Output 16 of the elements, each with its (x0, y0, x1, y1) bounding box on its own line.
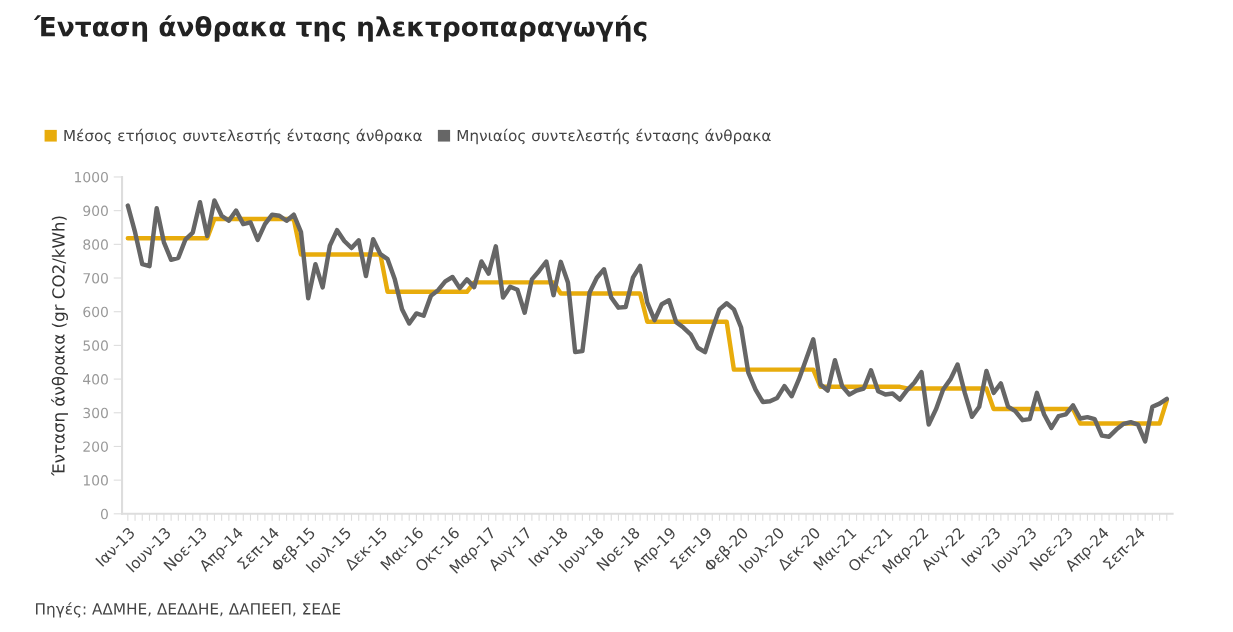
y-tick-label: 300 (83, 407, 108, 419)
chart-title: Ένταση άνθρακα της ηλεκτροπαραγωγής (33, 15, 647, 42)
y-tick-label: 1000 (75, 171, 108, 183)
y-tick-label: 400 (83, 374, 108, 385)
y-tick-label: 600 (83, 306, 108, 318)
y-tick-label: 900 (83, 205, 108, 217)
y-tick-label: 100 (83, 475, 108, 486)
legend-label: Μηνιαίος συντελεστής έντασης άνθρακα (457, 128, 771, 145)
y-tick-label: 700 (83, 272, 108, 284)
y-tick-label: 200 (83, 441, 108, 452)
y-axis-title: Ένταση άνθρακα (gr CO2/kWh) (51, 216, 68, 476)
text: Πηγές: ΑΔΜΗΕ, ΔΕΔΔΗΕ, ΔΑΠΕΕΠ, ΣΕΔΕ (36, 602, 341, 618)
y-tick-label: 500 (83, 340, 108, 351)
y-tick-label: 800 (83, 239, 108, 250)
legend-label: Μέσος ετήσιος συντελεστής έντασης άνθρακα (64, 128, 422, 145)
y-tick-label: 0 (100, 508, 108, 520)
